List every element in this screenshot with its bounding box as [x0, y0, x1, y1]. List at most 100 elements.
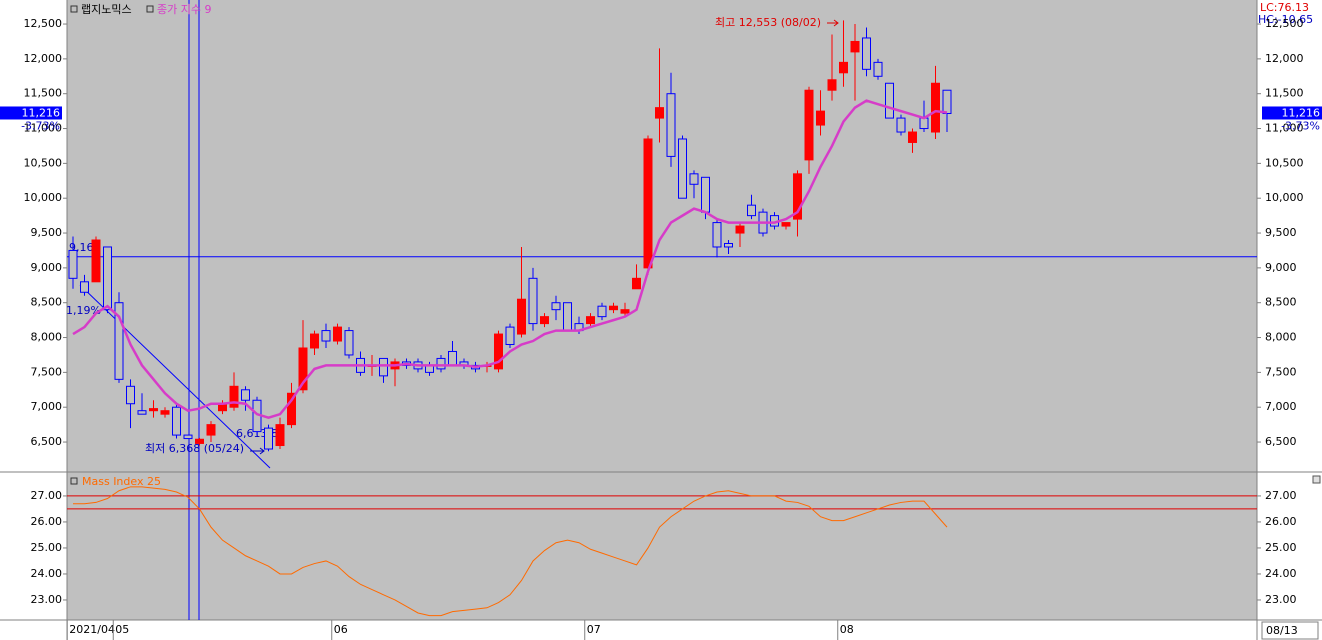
candle-body: [298, 347, 308, 391]
change-label: -3.73%: [21, 119, 60, 132]
candle-body: [862, 37, 871, 70]
y-tick-label: 26.00: [31, 515, 63, 528]
candle-body: [850, 40, 860, 53]
candle-body: [149, 408, 158, 412]
y-tick-label: 12,000: [24, 52, 63, 65]
legend-icon: [70, 5, 78, 13]
low-annotation: 최저 6,368 (05/24): [145, 442, 244, 455]
candle-body: [586, 316, 595, 325]
candle-body: [321, 330, 331, 342]
y-tick-label: 7,000: [31, 400, 63, 413]
chart-title: 랩지노믹스: [81, 3, 132, 16]
y-tick-label: 10,000: [24, 191, 63, 204]
x-tick-label: 05: [115, 623, 129, 636]
candle-body: [908, 131, 917, 143]
candle-body: [689, 173, 699, 185]
candle-body: [183, 434, 193, 440]
candle-body: [609, 305, 618, 311]
y-tick-label: 12,000: [1265, 52, 1304, 65]
y-tick-label: 6,500: [31, 435, 63, 448]
y-tick-label: 25.00: [1265, 541, 1297, 554]
lc-label: LC:76.13: [1260, 1, 1309, 14]
high-arrow: [827, 19, 839, 27]
candle-body: [655, 107, 664, 119]
candle-body: [505, 326, 515, 346]
candle-body: [827, 79, 837, 91]
candle-body: [747, 204, 756, 217]
candle-body: [448, 350, 457, 366]
candle-body: [528, 277, 538, 325]
candle-body: [137, 410, 147, 415]
y-tick-label: 10,500: [24, 156, 63, 169]
candle-body: [781, 222, 791, 227]
candle-body: [160, 410, 170, 415]
candle-body: [172, 406, 181, 436]
candle-body: [632, 277, 641, 290]
y-tick-label: 12,500: [24, 17, 63, 30]
legend-entry: 종가 지수 9: [157, 3, 211, 16]
price-box: [0, 106, 62, 120]
x-tick-label: 08: [840, 623, 854, 636]
x-tick-label: 2021/04: [69, 623, 115, 636]
change-label: -3.73%: [1281, 119, 1320, 132]
candle-body: [896, 117, 906, 133]
low-arrow: [250, 447, 265, 455]
candle-body: [804, 89, 814, 161]
candle-body: [919, 117, 929, 130]
y-tick-label: 10,500: [1265, 156, 1304, 169]
candle-body: [816, 110, 825, 126]
y-tick-label: 8,000: [1265, 331, 1297, 344]
candle-body: [620, 309, 630, 314]
y-tick-label: 7,500: [31, 365, 63, 378]
candle-body: [540, 316, 549, 325]
candle-body: [80, 281, 89, 293]
candle-body: [735, 225, 745, 234]
candle-body: [494, 333, 503, 370]
y-tick-label: 12,500: [1265, 17, 1304, 30]
candle-body: [563, 302, 572, 332]
candle-body: [551, 302, 561, 311]
candle-body: [597, 305, 607, 318]
candle-body: [68, 249, 78, 279]
candle-body: [712, 222, 722, 248]
candle-body: [114, 302, 124, 380]
candle-body: [724, 242, 733, 248]
candle-body: [333, 326, 342, 342]
candle-body: [287, 392, 296, 426]
y-tick-label: 8,500: [1265, 296, 1297, 309]
candle-body: [206, 424, 216, 436]
high-annotation: 최고 12,553 (08/02): [715, 16, 821, 29]
y-tick-label: 9,500: [1265, 226, 1297, 239]
legend-icon: [70, 477, 78, 485]
y-tick-label: 27.00: [31, 489, 63, 502]
candle-body: [873, 61, 883, 77]
legend-icon: [146, 5, 154, 13]
indicator-line: [73, 486, 948, 617]
candle-body: [195, 438, 204, 444]
candle-body: [91, 239, 101, 283]
candle-body: [344, 330, 354, 356]
candle-body: [931, 82, 940, 133]
y-tick-label: 8,000: [31, 331, 63, 344]
candle-body: [436, 357, 446, 370]
y-tick-label: 23.00: [31, 593, 63, 606]
candle-body: [701, 176, 710, 213]
y-tick-label: 11,000: [24, 122, 63, 135]
y-tick-label: 8,500: [31, 296, 63, 309]
y-tick-label: 25.00: [31, 541, 63, 554]
candle-body: [241, 389, 250, 401]
candle-body: [229, 385, 239, 408]
candle-body: [885, 82, 894, 119]
close-button[interactable]: [1312, 475, 1321, 484]
candle-body: [942, 89, 952, 114]
y-tick-label: 11,500: [24, 87, 63, 100]
price-label: 11,216: [1282, 106, 1321, 119]
candle-body: [126, 385, 135, 405]
x-tick-label: 07: [587, 623, 601, 636]
ma-line: [72, 99, 948, 419]
panel-title: Mass Index 25: [82, 475, 161, 488]
y-tick-label: 7,000: [1265, 400, 1297, 413]
y-tick-label: 11,500: [1265, 87, 1304, 100]
